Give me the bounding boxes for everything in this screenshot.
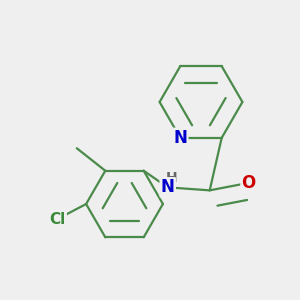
Text: N: N <box>173 129 187 147</box>
Text: N: N <box>161 178 175 196</box>
Text: H: H <box>166 171 177 185</box>
Text: O: O <box>242 174 256 192</box>
Text: Cl: Cl <box>50 212 66 226</box>
